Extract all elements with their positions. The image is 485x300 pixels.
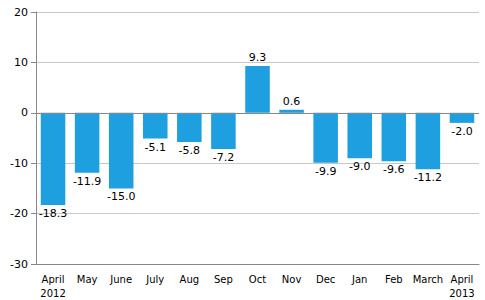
svg-text:-9.0: -9.0	[349, 160, 370, 173]
svg-text:-9.9: -9.9	[315, 165, 336, 178]
svg-text:-5.1: -5.1	[145, 141, 166, 154]
svg-text:-20: -20	[10, 207, 28, 220]
svg-text:-5.8: -5.8	[179, 144, 200, 157]
svg-text:-15.0: -15.0	[107, 190, 135, 203]
svg-text:Feb: Feb	[385, 274, 403, 285]
svg-text:20: 20	[14, 6, 28, 19]
svg-text:-18.3: -18.3	[39, 207, 67, 220]
svg-text:March: March	[413, 274, 443, 285]
svg-text:-11.9: -11.9	[73, 175, 101, 188]
svg-text:-9.6: -9.6	[383, 163, 404, 176]
svg-text:July: July	[145, 274, 164, 285]
svg-text:April: April	[42, 274, 65, 285]
svg-text:9.3: 9.3	[249, 51, 267, 64]
svg-text:Nov: Nov	[282, 274, 302, 285]
svg-text:2012: 2012	[40, 288, 65, 299]
svg-text:2013: 2013	[449, 288, 474, 299]
svg-text:Aug: Aug	[180, 274, 200, 285]
svg-text:May: May	[77, 274, 98, 285]
svg-text:-7.2: -7.2	[213, 151, 234, 164]
svg-text:0.6: 0.6	[283, 95, 301, 108]
svg-text:June: June	[109, 274, 132, 285]
svg-text:-30: -30	[10, 258, 28, 271]
svg-text:10: 10	[14, 56, 28, 69]
svg-text:April: April	[451, 274, 474, 285]
svg-text:Sep: Sep	[214, 274, 233, 285]
svg-text:Dec: Dec	[316, 274, 335, 285]
svg-text:Jan: Jan	[351, 274, 367, 285]
svg-text:-10: -10	[10, 157, 28, 170]
svg-text:-2.0: -2.0	[451, 125, 472, 138]
svg-text:Oct: Oct	[249, 274, 266, 285]
svg-text:0: 0	[21, 106, 28, 119]
svg-text:-11.2: -11.2	[414, 171, 442, 184]
